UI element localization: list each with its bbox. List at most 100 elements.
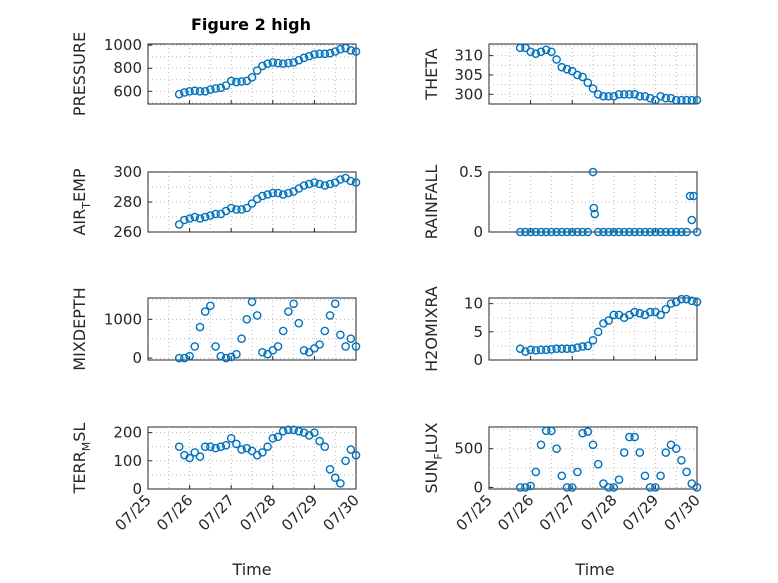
- data-point: [315, 179, 324, 189]
- data-point: [174, 89, 184, 99]
- x-tick-label: 07/28: [236, 491, 279, 534]
- data-point: [573, 227, 582, 237]
- data-point: [588, 335, 598, 345]
- data-point: [609, 227, 619, 237]
- data-point: [656, 227, 665, 237]
- data-point: [190, 448, 200, 457]
- data-point: [351, 342, 361, 351]
- data-point: [682, 95, 691, 105]
- data-point: [573, 70, 582, 80]
- data-point: [278, 426, 288, 436]
- data-point: [682, 294, 691, 304]
- data-point: [656, 310, 665, 320]
- data-point: [583, 427, 593, 436]
- data-point: [625, 227, 634, 237]
- data-point: [589, 203, 599, 213]
- data-point: [336, 44, 345, 54]
- data-point: [289, 299, 298, 309]
- data-point: [284, 188, 293, 198]
- data-point: [531, 227, 541, 237]
- data-point: [242, 203, 252, 213]
- series-theta: [515, 43, 702, 105]
- data-point: [578, 227, 587, 237]
- data-point: [289, 425, 298, 435]
- data-point: [320, 181, 330, 190]
- data-point: [666, 93, 676, 103]
- data-point: [320, 49, 330, 59]
- data-point: [645, 307, 655, 317]
- data-point: [552, 444, 561, 454]
- grid-mixdepth: [148, 298, 356, 360]
- data-point: [351, 450, 361, 460]
- y-axis-label-mixdepth: MIXDEPTH: [70, 287, 89, 370]
- data-point: [645, 227, 655, 237]
- data-point: [630, 90, 639, 99]
- grid-pressure: [148, 44, 356, 104]
- data-point: [573, 343, 582, 352]
- series-pressure: [174, 43, 361, 99]
- data-point: [237, 205, 246, 214]
- data-point: [174, 220, 184, 229]
- data-point: [547, 227, 556, 237]
- x-tick-label: 07/26: [494, 491, 537, 534]
- data-point: [692, 95, 702, 105]
- data-point: [174, 353, 184, 363]
- data-point: [593, 90, 603, 99]
- data-point: [206, 211, 215, 220]
- data-point: [547, 47, 556, 57]
- data-point: [541, 426, 551, 436]
- data-point: [216, 83, 226, 93]
- data-point: [590, 209, 600, 219]
- data-point: [180, 353, 189, 363]
- data-point: [619, 227, 629, 237]
- data-point: [278, 326, 288, 336]
- data-point: [515, 483, 525, 492]
- data-point: [315, 49, 324, 59]
- y-tick-label: 200: [113, 424, 142, 442]
- data-point: [593, 327, 603, 337]
- data-point: [661, 448, 671, 457]
- subplot-h2omixra: 0 5 10 H2OMIXRA: [422, 286, 702, 372]
- data-point: [536, 227, 546, 237]
- data-point: [578, 428, 587, 438]
- data-point: [237, 445, 246, 454]
- data-point: [278, 190, 288, 199]
- data-point: [200, 212, 210, 222]
- data-point: [284, 425, 293, 435]
- data-point: [604, 227, 613, 237]
- data-point: [304, 51, 314, 61]
- grid-air_temp: [148, 172, 356, 232]
- data-point: [573, 467, 582, 477]
- y-tick-label: 280: [113, 193, 142, 211]
- data-point: [247, 297, 257, 307]
- data-point: [645, 483, 655, 492]
- data-point: [195, 452, 205, 461]
- figure-title: Figure 2 high: [191, 15, 311, 34]
- data-point: [526, 47, 535, 57]
- data-point: [330, 299, 340, 309]
- data-point: [268, 58, 278, 67]
- data-point: [180, 215, 189, 225]
- data-point: [232, 205, 241, 214]
- data-point: [200, 307, 210, 316]
- data-point: [216, 442, 226, 452]
- data-point: [562, 344, 572, 354]
- data-point: [351, 178, 361, 187]
- data-point: [557, 344, 567, 354]
- series-h2omixra: [515, 294, 702, 356]
- data-point: [294, 426, 304, 436]
- subplot-rainfall: 0 0.5 RAINFALL: [422, 163, 702, 241]
- data-point: [526, 227, 535, 237]
- data-point: [677, 227, 686, 237]
- data-point: [258, 61, 267, 71]
- data-point: [237, 77, 246, 86]
- y-tick-label: 100: [113, 452, 142, 470]
- data-point: [325, 179, 335, 189]
- data-point: [200, 87, 210, 96]
- data-point: [692, 483, 702, 492]
- y-axis-label-air_temp: AIRTEMP: [70, 168, 93, 235]
- x-axis-label-right: Time: [574, 560, 614, 579]
- data-point: [273, 342, 283, 351]
